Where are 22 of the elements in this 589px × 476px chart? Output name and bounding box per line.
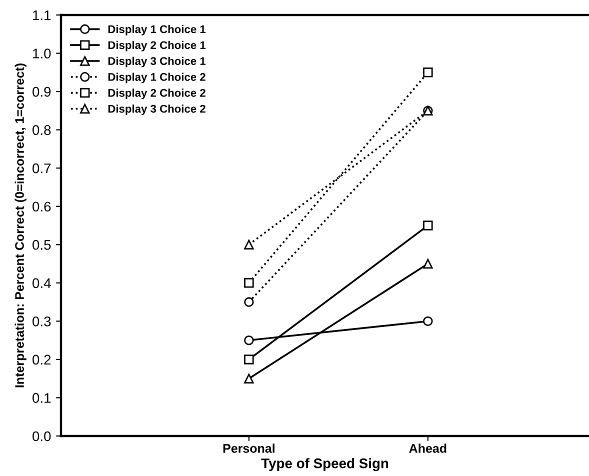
legend-label: Display 3 Choice 1 bbox=[108, 56, 206, 68]
y-tick-label: 0.3 bbox=[32, 316, 51, 326]
y-tick-label: 0.8 bbox=[32, 125, 51, 135]
y-tick-label: 0.9 bbox=[32, 86, 51, 97]
legend-label: Display 3 Choice 2 bbox=[108, 104, 206, 115]
legend-label: Display 2 Choice 1 bbox=[108, 40, 206, 52]
x-tick-label: Ahead bbox=[409, 444, 446, 453]
x-tick-label: Personal bbox=[223, 444, 274, 453]
y-tick-label: 0.7 bbox=[32, 163, 51, 174]
legend-label: Display 2 Choice 2 bbox=[108, 88, 206, 100]
y-tick-label: 0.0 bbox=[32, 431, 51, 442]
legend-label: Display 1 Choice 2 bbox=[108, 72, 206, 84]
y-tick-label: 0.1 bbox=[32, 393, 51, 403]
y-tick-label: 0.5 bbox=[32, 240, 51, 250]
y-axis-title: Interpretation: Percent Correct (0=incorrect, 1=correct) bbox=[14, 64, 26, 388]
y-tick-label: 0.2 bbox=[32, 354, 51, 365]
x-axis-title: Type of Speed Sign bbox=[261, 458, 388, 472]
y-tick-label: 1.0 bbox=[33, 48, 51, 58]
y-tick-label: 0.6 bbox=[32, 202, 51, 212]
legend-label: Display 1 Choice 1 bbox=[108, 25, 206, 36]
y-tick-label: 1.1 bbox=[33, 10, 51, 20]
y-tick-label: 0.4 bbox=[32, 278, 51, 288]
